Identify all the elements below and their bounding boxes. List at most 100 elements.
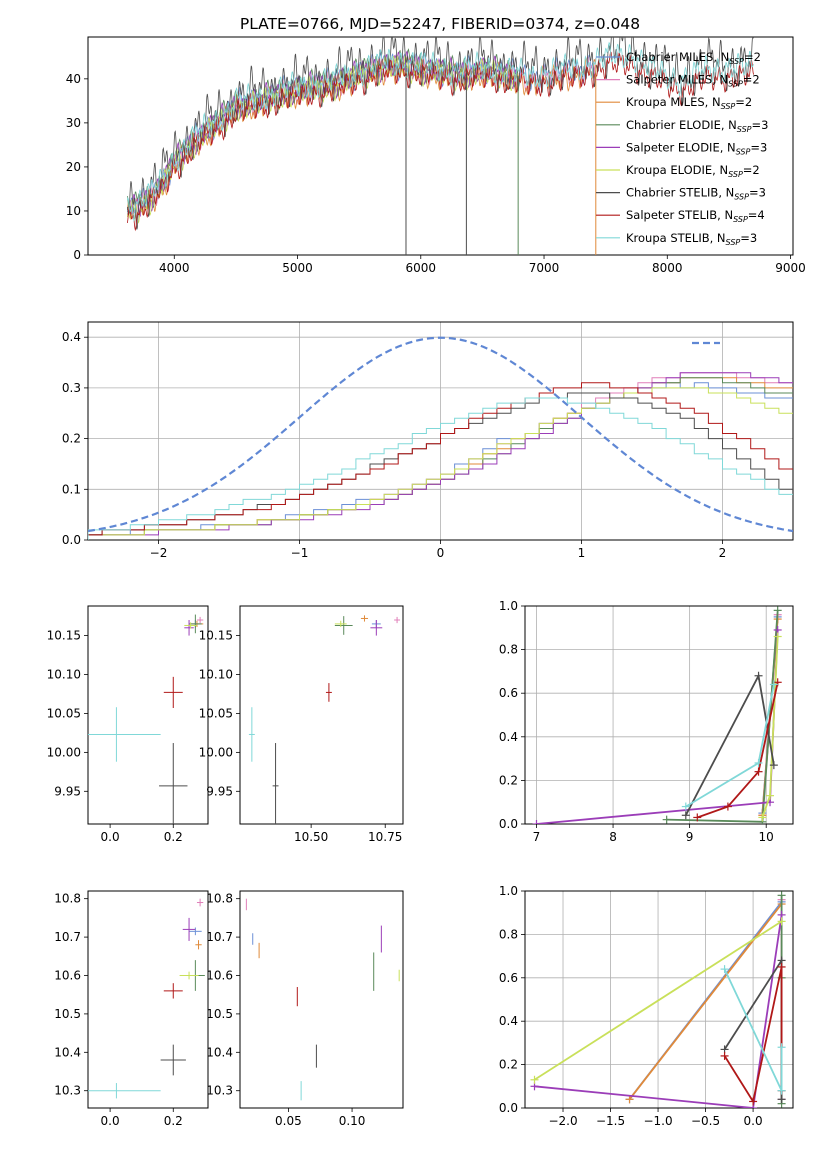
age_weight-series xyxy=(532,606,782,824)
residuals-hist-5 xyxy=(88,387,793,540)
ebv_mass-xtick-label-1: 0.10 xyxy=(339,1114,366,1128)
ebv_mass-xtick-label-0: 0.05 xyxy=(275,1114,302,1128)
spectrum-xtick-label-5: 9000 xyxy=(775,261,806,275)
spectrum-legend-label-2: Kroupa MILES, NSSP=2 xyxy=(626,95,752,111)
spectrum-legend-label-4: Salpeter ELODIE, NSSP=3 xyxy=(626,140,767,156)
z_weight-xtick-label-1: −1.5 xyxy=(596,1114,625,1128)
mass_age-ytick-label-3: 10.10 xyxy=(199,668,233,682)
age_weight-ytick-label-0: 0.0 xyxy=(499,817,518,831)
z_mass-frame xyxy=(87,890,209,1109)
ebv_mass-frame xyxy=(239,890,404,1109)
spectrum-legend-label-7: Salpeter STELIB, NSSP=4 xyxy=(626,208,765,224)
z_weight-line-4 xyxy=(534,914,783,1108)
ebv-mass-panel: 0.05 0.10 10.3 10.4 10.5 10.6 10.7 10.8 xyxy=(206,890,404,1128)
mass_age-ytick-label-2: 10.05 xyxy=(199,706,233,720)
age_weight-ytick-label-3: 0.6 xyxy=(499,686,518,700)
z_weight-xtick-label-2: −1.0 xyxy=(643,1114,672,1128)
spectrum-xtick-label-4: 8000 xyxy=(652,261,683,275)
legend-sub: SSP xyxy=(728,170,743,179)
mass_age-ytick-label-4: 10.15 xyxy=(199,629,233,643)
z_age-frame xyxy=(87,605,209,825)
legend-suffix: =2 xyxy=(743,163,760,177)
mass_age-ytick-label-0: 9.95 xyxy=(206,784,233,798)
z_weight-line-7 xyxy=(723,966,783,1104)
age_weight-xtick-label-2: 9 xyxy=(686,830,694,844)
legend-sub: SSP xyxy=(734,193,749,202)
legend-name: Salpeter STELIB xyxy=(626,208,717,222)
legend-n: , N xyxy=(721,118,737,132)
figure-title: PLATE=0766, MJD=52247, FIBERID=0374, z=0… xyxy=(240,15,640,33)
spectrum-frame xyxy=(87,36,794,256)
residuals-ytick-label-2: 0.2 xyxy=(62,432,81,446)
ebv_mass-ytick-label-4: 10.7 xyxy=(206,930,233,944)
legend-n: , N xyxy=(712,73,728,87)
legend-n: , N xyxy=(705,95,721,109)
ebv_mass-ytick-label-2: 10.5 xyxy=(206,1007,233,1021)
age_weight-ytick-label-2: 0.4 xyxy=(499,730,518,744)
z_mass-ytick-label-0: 10.3 xyxy=(54,1084,81,1098)
legend-n: , N xyxy=(712,163,728,177)
age_weight-frame xyxy=(524,605,794,825)
legend-suffix: =2 xyxy=(743,73,760,87)
mass_age-ytick-label-1: 10.00 xyxy=(199,745,233,759)
age_weight-ytick-label-5: 1.0 xyxy=(499,599,518,613)
residuals-xtick-label-3: 1 xyxy=(578,546,586,560)
spectrum-series-6 xyxy=(127,37,754,230)
spectrum-series-8 xyxy=(127,41,754,222)
spectrum-ytick-label-0: 0 xyxy=(73,248,81,262)
z_weight-xtick-label-4: 0.0 xyxy=(744,1114,763,1128)
z_weight-frame xyxy=(524,890,794,1109)
residuals-ytick-label-4: 0.4 xyxy=(62,330,81,344)
legend-suffix: =2 xyxy=(744,50,761,64)
z_weight-line-2 xyxy=(628,903,783,1100)
legend-name: Chabrier ELODIE xyxy=(626,118,721,132)
legend-suffix: =2 xyxy=(735,95,752,109)
spectrum-xtick-label-2: 6000 xyxy=(406,261,437,275)
legend-suffix: =3 xyxy=(740,231,757,245)
spectrum-series xyxy=(127,37,754,255)
age_weight-xtick-label-3: 10 xyxy=(759,830,774,844)
legend-sub: SSP xyxy=(726,238,741,247)
spectrum-legend-label-0: Chabrier MILES, NSSP=2 xyxy=(626,50,761,66)
age_weight-ytick-label-1: 0.2 xyxy=(499,773,518,787)
legend-name: Kroupa STELIB xyxy=(626,231,710,245)
spectrum-legend-label-8: Kroupa STELIB, NSSP=3 xyxy=(626,231,757,247)
residuals-ytick-label-1: 0.1 xyxy=(62,482,81,496)
residuals-ytick-label-3: 0.3 xyxy=(62,381,81,395)
z_mass-points xyxy=(88,898,205,1099)
residuals-xtick-label-1: −1 xyxy=(291,546,309,560)
z-age-panel: 0.0 0.2 9.95 10.00 10.05 10.10 10.15 xyxy=(47,605,209,844)
mass_age-xtick-label-1: 10.50 xyxy=(294,830,328,844)
legend-name: Kroupa ELODIE xyxy=(626,163,712,177)
residuals-panel: −2 −1 0 1 2 0.0 0.1 0.2 0.3 0.4 xyxy=(62,321,794,560)
residuals-hist-8 xyxy=(88,397,793,540)
residuals-xtick-label-0: −2 xyxy=(150,546,168,560)
spectrum-series-3 xyxy=(127,48,519,214)
spectrum-xtick-label-0: 4000 xyxy=(159,261,190,275)
z_mass-ytick-label-1: 10.4 xyxy=(54,1045,81,1059)
spectrum-ytick-label-2: 20 xyxy=(66,160,81,174)
ebv_mass-ytick-label-0: 10.3 xyxy=(206,1084,233,1098)
legend-name: Kroupa MILES xyxy=(626,95,705,109)
residuals-ytick-label-0: 0.0 xyxy=(62,533,81,547)
spectrum-xtick-label-1: 5000 xyxy=(282,261,313,275)
z_age-ytick-label-0: 9.95 xyxy=(54,784,81,798)
legend-sub: SSP xyxy=(728,80,743,89)
legend-suffix: =4 xyxy=(748,208,765,222)
mass_age-xtick-label-2: 10.75 xyxy=(368,830,402,844)
z_mass-ytick-label-3: 10.6 xyxy=(54,968,81,982)
spectrum-legend-label-3: Chabrier ELODIE, NSSP=3 xyxy=(626,118,768,134)
age_weight-line-6 xyxy=(685,673,775,816)
legend-n: , N xyxy=(710,231,726,245)
z_weight-ytick-label-4: 0.8 xyxy=(499,927,518,941)
legend-sub: SSP xyxy=(737,125,752,134)
z_age-ytick-label-3: 10.10 xyxy=(47,668,81,682)
z_weight-ytick-label-2: 0.4 xyxy=(499,1014,518,1028)
z_age-xtick-label-1: 0.2 xyxy=(164,830,183,844)
legend-name: Chabrier STELIB xyxy=(626,186,718,200)
mass-age-panel: 10.50 10.75 9.95 10.00 10.05 10.10 10.15 xyxy=(199,605,404,844)
legend-n: , N xyxy=(720,140,736,154)
spectrum-legend-label-1: Salpeter MILES, NSSP=2 xyxy=(626,73,760,89)
legend-name: Salpeter MILES xyxy=(626,73,712,87)
z_mass-ytick-label-5: 10.8 xyxy=(54,892,81,906)
